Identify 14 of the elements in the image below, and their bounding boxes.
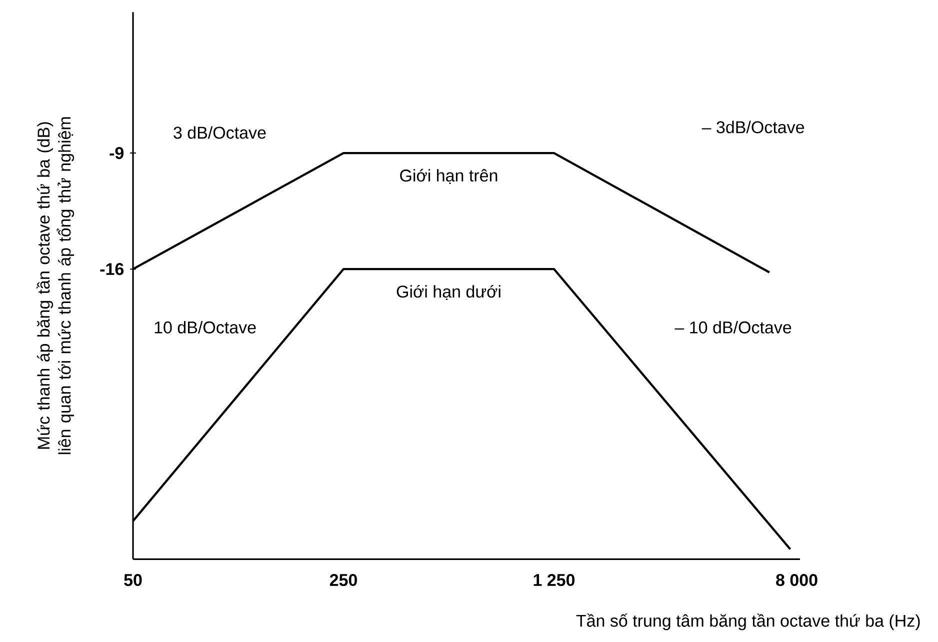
- x-tick-label: 8 000: [776, 574, 818, 586]
- annotation: – 10 dB/Octave: [674, 320, 792, 334]
- annotation: 3 dB/Octave: [174, 126, 266, 139]
- x-tick-label: 50: [124, 574, 142, 586]
- x-tick-label: 1 250: [534, 574, 575, 586]
- annotation: 10 dB/Octave: [154, 320, 256, 334]
- x-axis-title: Tần số trung tâm băng tần octave thứ ba (Hz): [576, 614, 920, 630]
- series-label: Giới hạn dưới: [396, 284, 500, 300]
- annotation: – 3dB/Octave: [702, 120, 804, 134]
- series-label: Giới hạn trên: [400, 168, 498, 184]
- y-tick-label: -16: [100, 262, 124, 276]
- y-axis-title: Mức thanh áp băng tần octave thứ ba (dB) liên quan tới mức thanh áp tổng thử nghiệm: [36, 117, 74, 454]
- y-tick-label: -9: [110, 146, 124, 160]
- x-tick-label: 250: [330, 574, 357, 586]
